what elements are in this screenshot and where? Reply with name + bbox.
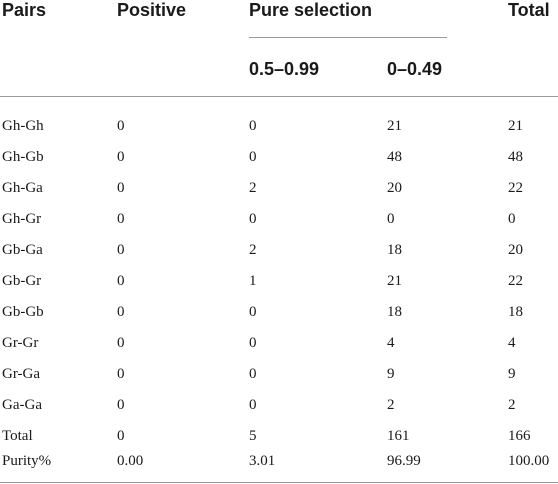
- range-high-cell: 0: [249, 397, 257, 413]
- column-header-pairs: Pairs: [2, 0, 47, 20]
- range-low-cell: 21: [387, 273, 402, 289]
- pair-cell: Purity%: [2, 453, 52, 469]
- table-row: Gh-Gr 0 0 0 0: [0, 210, 558, 241]
- range-low-cell: 9: [387, 366, 395, 382]
- table-row: Gr-Gr 0 0 4 4: [0, 334, 558, 365]
- pair-cell: Gr-Ga: [2, 366, 41, 382]
- positive-cell: 0: [117, 118, 125, 134]
- column-header-total: Total: [508, 0, 550, 20]
- table-row: Gb-Ga 0 2 18 20: [0, 241, 558, 272]
- table-row: Gr-Ga 0 0 9 9: [0, 365, 558, 396]
- pair-cell: Gb-Ga: [2, 242, 43, 258]
- total-cell: 100.00: [508, 453, 550, 469]
- positive-cell: 0: [117, 366, 125, 382]
- pair-cell: Ga-Ga: [2, 397, 42, 413]
- range-high-cell: 2: [249, 242, 257, 258]
- range-low-cell: 20: [387, 180, 402, 196]
- range-high-cell: 3.01: [249, 453, 276, 469]
- pair-cell: Gr-Gr: [2, 335, 39, 351]
- positive-cell: 0: [117, 273, 125, 289]
- range-low-cell: 18: [387, 242, 402, 258]
- positive-cell: 0: [117, 180, 125, 196]
- range-low-cell: 18: [387, 304, 402, 320]
- table-row: Gh-Gb 0 0 48 48: [0, 148, 558, 179]
- total-cell: 166: [508, 428, 531, 444]
- column-header-positive: Positive: [117, 0, 187, 20]
- range-low-cell: 4: [387, 335, 395, 351]
- table-row: Gh-Ga 0 2 20 22: [0, 179, 558, 210]
- column-header-range-low: 0–0.49: [387, 59, 443, 79]
- range-high-cell: 0: [249, 304, 257, 320]
- total-cell: 22: [508, 273, 523, 289]
- total-cell: 9: [508, 366, 516, 382]
- positive-cell: 0: [117, 149, 125, 165]
- table-row: Gh-Gh 0 0 21 21: [0, 117, 558, 148]
- range-low-cell: 0: [387, 211, 395, 227]
- total-cell: 48: [508, 149, 523, 165]
- table-row: Gb-Gb 0 0 18 18: [0, 303, 558, 334]
- table-row: Total 0 5 161 166: [0, 427, 558, 458]
- positive-cell: 0: [117, 242, 125, 258]
- column-header-pure-selection: Pure selection: [249, 0, 373, 20]
- range-high-cell: 1: [249, 273, 257, 289]
- total-cell: 18: [508, 304, 523, 320]
- positive-cell: 0: [117, 211, 125, 227]
- range-high-cell: 2: [249, 180, 257, 196]
- positive-cell: 0: [117, 428, 125, 444]
- range-low-cell: 48: [387, 149, 402, 165]
- pair-cell: Gb-Gb: [2, 304, 44, 320]
- total-cell: 20: [508, 242, 523, 258]
- pair-cell: Gb-Gr: [2, 273, 42, 289]
- range-low-cell: 161: [387, 428, 410, 444]
- range-high-cell: 0: [249, 118, 257, 134]
- positive-cell: 0: [117, 304, 125, 320]
- positive-cell: 0: [117, 335, 125, 351]
- total-cell: 4: [508, 335, 516, 351]
- table-row: Purity% 0.00 3.01 96.99 100.00: [0, 452, 558, 483]
- range-high-cell: 5: [249, 428, 257, 444]
- range-high-cell: 0: [249, 211, 257, 227]
- total-cell: 22: [508, 180, 523, 196]
- table-row: Gb-Gr 0 1 21 22: [0, 272, 558, 303]
- total-cell: 21: [508, 118, 523, 134]
- pair-cell: Gh-Ga: [2, 180, 43, 196]
- range-high-cell: 0: [249, 149, 257, 165]
- pure-selection-underline: [249, 37, 447, 38]
- pair-cell: Gh-Gh: [2, 118, 44, 134]
- pair-cell: Gh-Gb: [2, 149, 44, 165]
- range-low-cell: 2: [387, 397, 395, 413]
- positive-cell: 0: [117, 397, 125, 413]
- bottom-rule: [0, 482, 558, 483]
- header-rule: [0, 96, 558, 97]
- column-header-range-high: 0.5–0.99: [249, 59, 320, 79]
- total-cell: 2: [508, 397, 516, 413]
- range-high-cell: 0: [249, 335, 257, 351]
- positive-cell: 0.00: [117, 453, 144, 469]
- total-cell: 0: [508, 211, 516, 227]
- pair-cell: Total: [2, 428, 33, 444]
- range-low-cell: 96.99: [387, 453, 421, 469]
- table-row: Ga-Ga 0 0 2 2: [0, 396, 558, 427]
- pair-cell: Gh-Gr: [2, 211, 42, 227]
- range-low-cell: 21: [387, 118, 402, 134]
- range-high-cell: 0: [249, 366, 257, 382]
